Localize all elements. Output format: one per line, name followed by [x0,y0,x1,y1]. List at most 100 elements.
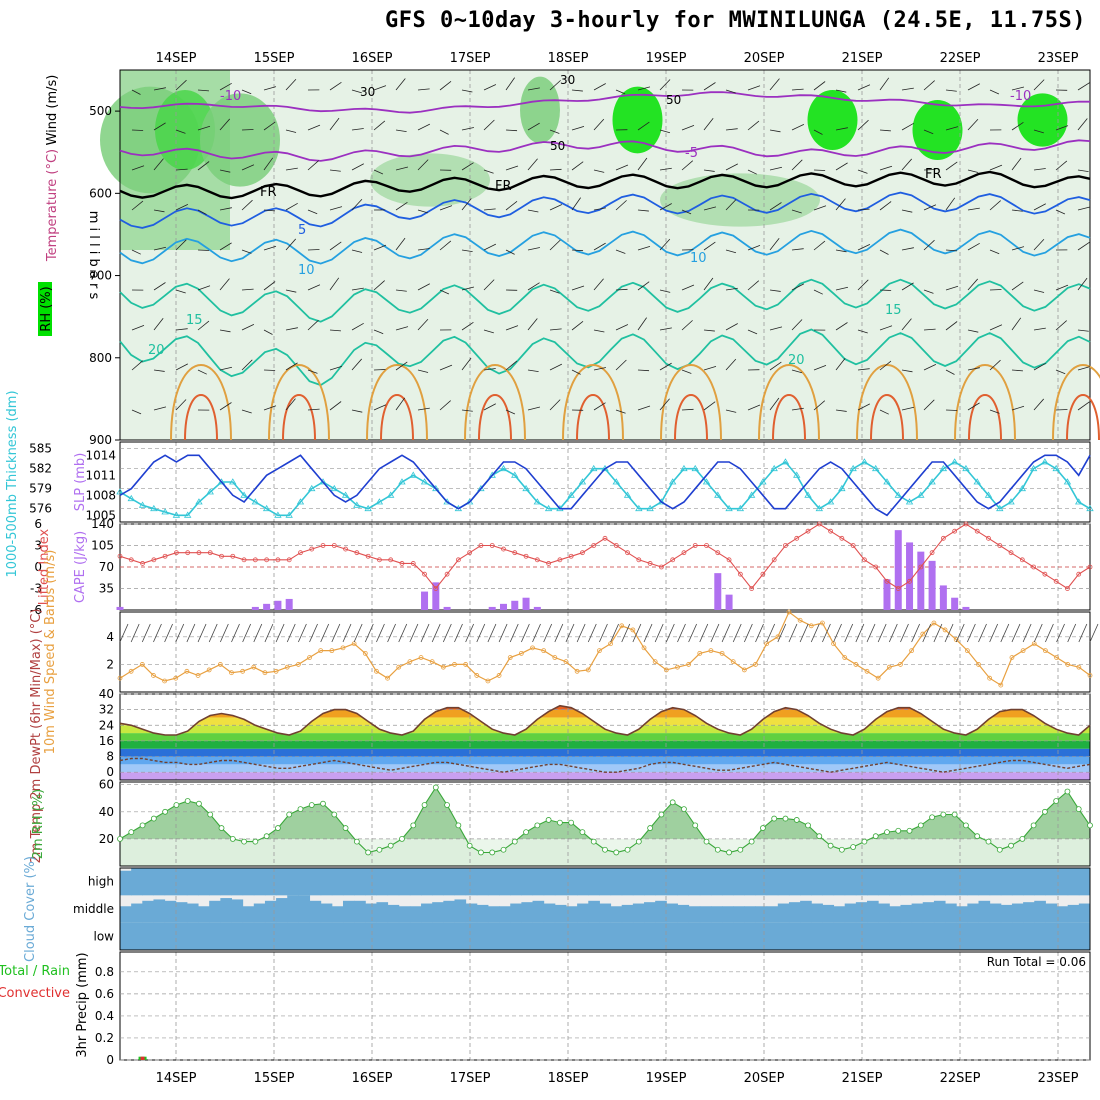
cloud-bar [153,899,166,923]
cape-bar [883,579,891,610]
wind-barb [813,129,823,135]
wind-barb [130,623,140,643]
lifted-index-marker [895,586,901,591]
wind-barb [153,209,165,213]
thickness-marker [668,478,677,485]
slp-tick-label: 1011 [85,468,116,482]
wind-speed-marker [262,670,268,676]
cloud-bar [632,903,645,923]
wind-barb [593,367,606,371]
wind-speed-marker [329,648,335,654]
temperature-contour-label: 20 [788,353,805,368]
cape-tick-label: 35 [99,582,114,596]
lifted-index-marker [952,528,958,534]
cloud-bar [231,868,244,896]
wind-barb [989,164,1003,171]
lifted-index-marker [873,564,879,570]
wind-barb [835,89,847,93]
wind-barb [153,406,167,411]
wind-barb [637,121,650,131]
cloud-bar [577,868,589,896]
rh-contour-label: 30 [360,85,375,99]
temp-tick-label: 0 [106,765,114,779]
wind-barb [857,84,871,91]
wind-speed-marker [597,648,602,654]
rh-marker [365,849,372,856]
thickness-marker [262,504,271,512]
wind-barb [320,623,330,643]
wind-barb [285,398,296,411]
wind-barb [901,369,913,373]
wind-barb [923,363,937,371]
cloud-bar [1078,903,1091,923]
wind-barb [966,623,976,643]
thickness-marker [928,478,936,485]
wind-barb [376,623,385,643]
cloud-bar [276,868,288,896]
lifted-index-marker [816,521,822,527]
temp-axis-label: 2m Temp 2m DewPt (6hr Min/Max) (°C) [29,609,44,864]
cape-bar [714,573,722,610]
wind-barb [527,247,540,251]
cloud-bar [989,868,1002,896]
cloud-bar [1045,903,1058,923]
wind-barb [659,203,672,211]
rh-marker [534,822,541,829]
wind-barb [945,126,959,131]
wind-barb [654,623,664,643]
lifted-index-marker [343,546,348,552]
cloud-bar [1056,906,1069,923]
wind-barb [703,241,716,251]
wind-barb [241,359,253,371]
wind-barb [901,318,912,331]
top-date-label: 23SEP [1038,51,1079,66]
wind-barb [813,400,826,411]
wind-barb [989,409,1000,414]
top-date-label: 16SEP [352,51,393,66]
temperature-contour-label: -5 [685,146,698,161]
lifted-index-marker [365,553,371,559]
lifted-index-marker [625,550,630,556]
isotherm-warm-loop [184,394,218,441]
cape-bar [421,591,429,610]
lifted-index-marker [613,543,619,548]
cloud-bar [532,868,545,896]
ytick-label: 600 [89,186,112,200]
wind-speed-marker [1054,655,1059,660]
cloud-bar [710,868,723,896]
thickness-marker [1041,458,1049,465]
wind-barb [153,87,166,91]
wind-barb [659,79,671,91]
cloud-bar [120,922,1090,950]
cloud-bar [811,868,823,896]
wind-barb [307,209,318,215]
lifted-index-marker [534,557,540,563]
wind-barb [835,249,847,253]
cape-bar [917,551,925,610]
wind-barb [285,238,297,251]
thickness-marker [1029,464,1038,472]
cloud-bar [387,868,400,896]
rh-marker [963,822,969,829]
wind-barb [417,248,430,251]
wind-barb [543,623,553,643]
thickness-marker [477,484,485,492]
wind-speed-marker [652,659,658,665]
wind-barb [967,119,979,131]
wind-speed-marker [518,650,524,656]
wind-barb [263,121,276,131]
thickness-marker [116,488,124,495]
lifted-index-marker [726,557,732,563]
wind-barb [483,208,496,211]
wind-barb [791,319,803,331]
cloud-bar [565,868,578,896]
wind-barb [439,364,453,371]
wind-barb [442,623,452,643]
wind-barb [703,329,715,332]
thickness-marker [229,478,237,485]
temp-line [119,704,1091,736]
wind-speed-marker [875,675,881,681]
wind-barb [175,623,185,643]
cloud-bar [264,900,277,923]
thickness-marker [950,458,959,465]
